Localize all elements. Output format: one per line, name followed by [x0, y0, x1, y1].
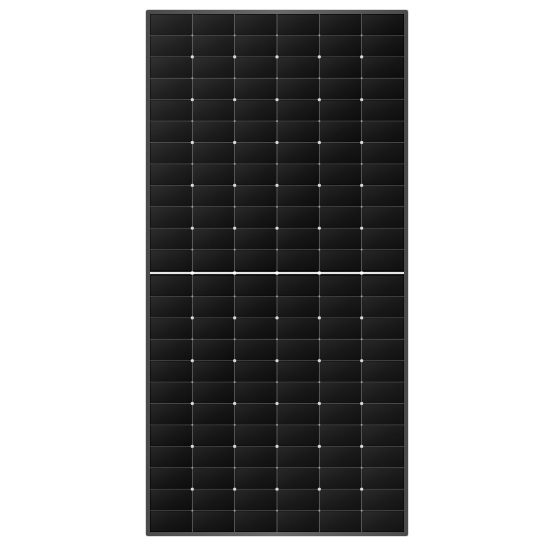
- glass-sheen: [150, 14, 404, 532]
